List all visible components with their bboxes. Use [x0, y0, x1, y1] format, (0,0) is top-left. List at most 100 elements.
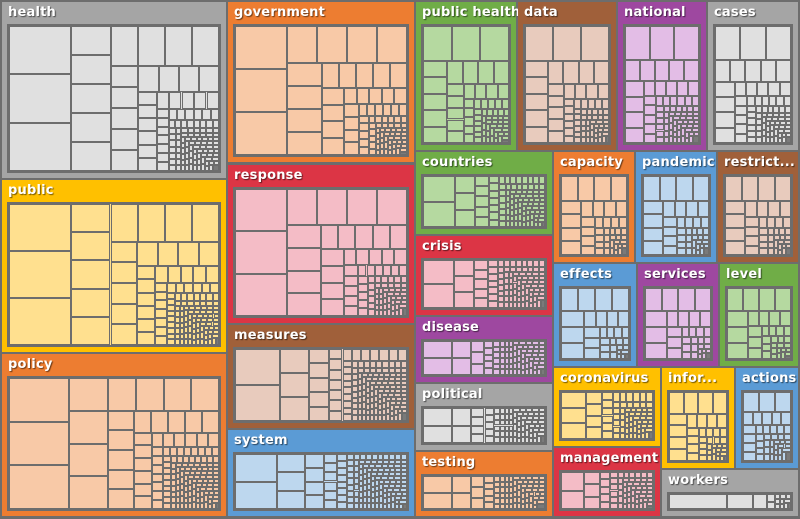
treemap-subcell	[527, 189, 534, 194]
treemap-subcell	[636, 485, 642, 490]
treemap-subcell	[208, 325, 214, 330]
treemap-subcell	[597, 131, 602, 138]
treemap-subcell	[359, 104, 368, 116]
treemap-subcell	[321, 299, 344, 316]
treemap-subcell	[537, 432, 545, 436]
treemap-subcell	[563, 113, 575, 121]
treemap-subcell	[110, 262, 138, 283]
treemap-subcell	[170, 480, 176, 486]
treemap-tile[interactable]: actions	[736, 368, 798, 468]
treemap-subcell	[517, 345, 523, 349]
treemap-subcell	[613, 240, 621, 245]
treemap-subcell	[697, 235, 704, 241]
treemap-subcell	[361, 414, 366, 421]
treemap-subcell	[137, 318, 156, 332]
treemap-subcell	[175, 478, 180, 485]
treemap-subcell	[375, 122, 382, 128]
treemap-subcell	[395, 143, 402, 148]
treemap-subcell	[394, 310, 399, 316]
treemap-subcell	[394, 135, 401, 140]
treemap-subcell	[502, 136, 509, 141]
treemap-tile[interactable]: infor...	[662, 368, 734, 468]
treemap-subcell	[561, 241, 582, 255]
treemap-subcell	[367, 104, 376, 116]
treemap-tile[interactable]: public	[2, 180, 226, 352]
treemap-subcell	[211, 333, 219, 338]
treemap-tile[interactable]: government	[228, 2, 414, 162]
treemap-subcell	[669, 136, 674, 143]
treemap-subcell	[378, 304, 383, 311]
treemap-subcell	[734, 133, 748, 143]
treemap-tile[interactable]: policy	[2, 354, 226, 516]
treemap-subcell	[689, 136, 694, 143]
treemap-tile[interactable]: measures	[228, 325, 414, 428]
treemap-subcell	[305, 454, 324, 468]
treemap-tile[interactable]: crisis	[416, 236, 552, 315]
treemap-subcell	[388, 288, 395, 293]
treemap-subcell	[368, 309, 375, 316]
treemap-subcell	[337, 474, 347, 482]
treemap-tile[interactable]: public health	[416, 2, 520, 150]
treemap-subcell	[155, 266, 168, 283]
treemap-subcell	[358, 459, 365, 464]
treemap-tile[interactable]: coronavirus	[554, 368, 660, 446]
treemap-tile[interactable]: disease	[416, 317, 552, 382]
treemap-subcell	[385, 414, 390, 421]
treemap-subcell	[321, 282, 344, 300]
treemap-subcell	[382, 292, 387, 299]
treemap-subcell	[695, 249, 700, 255]
treemap-tile[interactable]: restrict...	[718, 152, 798, 262]
treemap-subcell	[178, 65, 199, 92]
treemap-tile[interactable]: countries	[416, 152, 552, 234]
treemap-subcell	[768, 200, 780, 218]
treemap-tile[interactable]: data	[518, 2, 616, 150]
treemap-subcell	[533, 184, 540, 190]
treemap-subcell	[628, 477, 635, 482]
treemap-subcell	[369, 391, 374, 398]
treemap-subcell	[504, 272, 509, 279]
treemap-subcell	[378, 496, 383, 503]
treemap-subcell	[500, 358, 506, 364]
treemap-subcell	[681, 351, 692, 359]
treemap-subcell	[69, 410, 109, 444]
treemap-subcell	[454, 176, 476, 193]
treemap-subcell	[401, 454, 407, 460]
treemap-tile[interactable]: system	[228, 430, 414, 516]
treemap-subcell	[338, 225, 356, 250]
treemap-subcell	[524, 288, 529, 295]
treemap-subcell	[599, 327, 608, 338]
treemap-subcell	[489, 219, 499, 227]
treemap-tile[interactable]: effects	[554, 264, 636, 366]
treemap-subcell	[758, 217, 767, 229]
treemap-tile[interactable]: national	[618, 2, 706, 150]
treemap-subcell	[168, 158, 176, 165]
treemap-subcell	[195, 486, 200, 493]
treemap-tile[interactable]: political	[416, 384, 552, 450]
treemap-subcell	[383, 389, 390, 394]
treemap-subcell	[198, 65, 219, 92]
treemap-tile[interactable]: workers	[662, 470, 798, 516]
treemap-tile[interactable]: management	[554, 448, 660, 516]
treemap-subcell	[703, 326, 711, 338]
treemap-subcell	[639, 392, 647, 402]
treemap-subcell	[486, 116, 493, 121]
treemap-subcell	[711, 447, 716, 455]
treemap-subcell	[189, 140, 196, 145]
treemap-tile[interactable]: capacity	[554, 152, 634, 262]
treemap-subcell	[661, 288, 678, 311]
treemap-tile[interactable]: cases	[708, 2, 798, 150]
treemap-tile[interactable]: testing	[416, 452, 552, 516]
treemap-subcell	[527, 484, 534, 488]
treemap-subcell	[395, 467, 402, 472]
treemap-subcell	[189, 470, 196, 475]
treemap-tile[interactable]: level	[720, 264, 798, 366]
treemap-subcell	[400, 475, 407, 480]
treemap-tile[interactable]: response	[228, 165, 414, 323]
treemap-tile[interactable]: services	[638, 264, 718, 366]
treemap-subcell	[385, 127, 391, 132]
treemap-tile[interactable]: health	[2, 2, 226, 178]
treemap-subcell	[108, 410, 135, 431]
treemap-subcell	[509, 408, 514, 414]
treemap-tile[interactable]: pandemic	[636, 152, 716, 262]
treemap-subcell	[493, 487, 501, 493]
